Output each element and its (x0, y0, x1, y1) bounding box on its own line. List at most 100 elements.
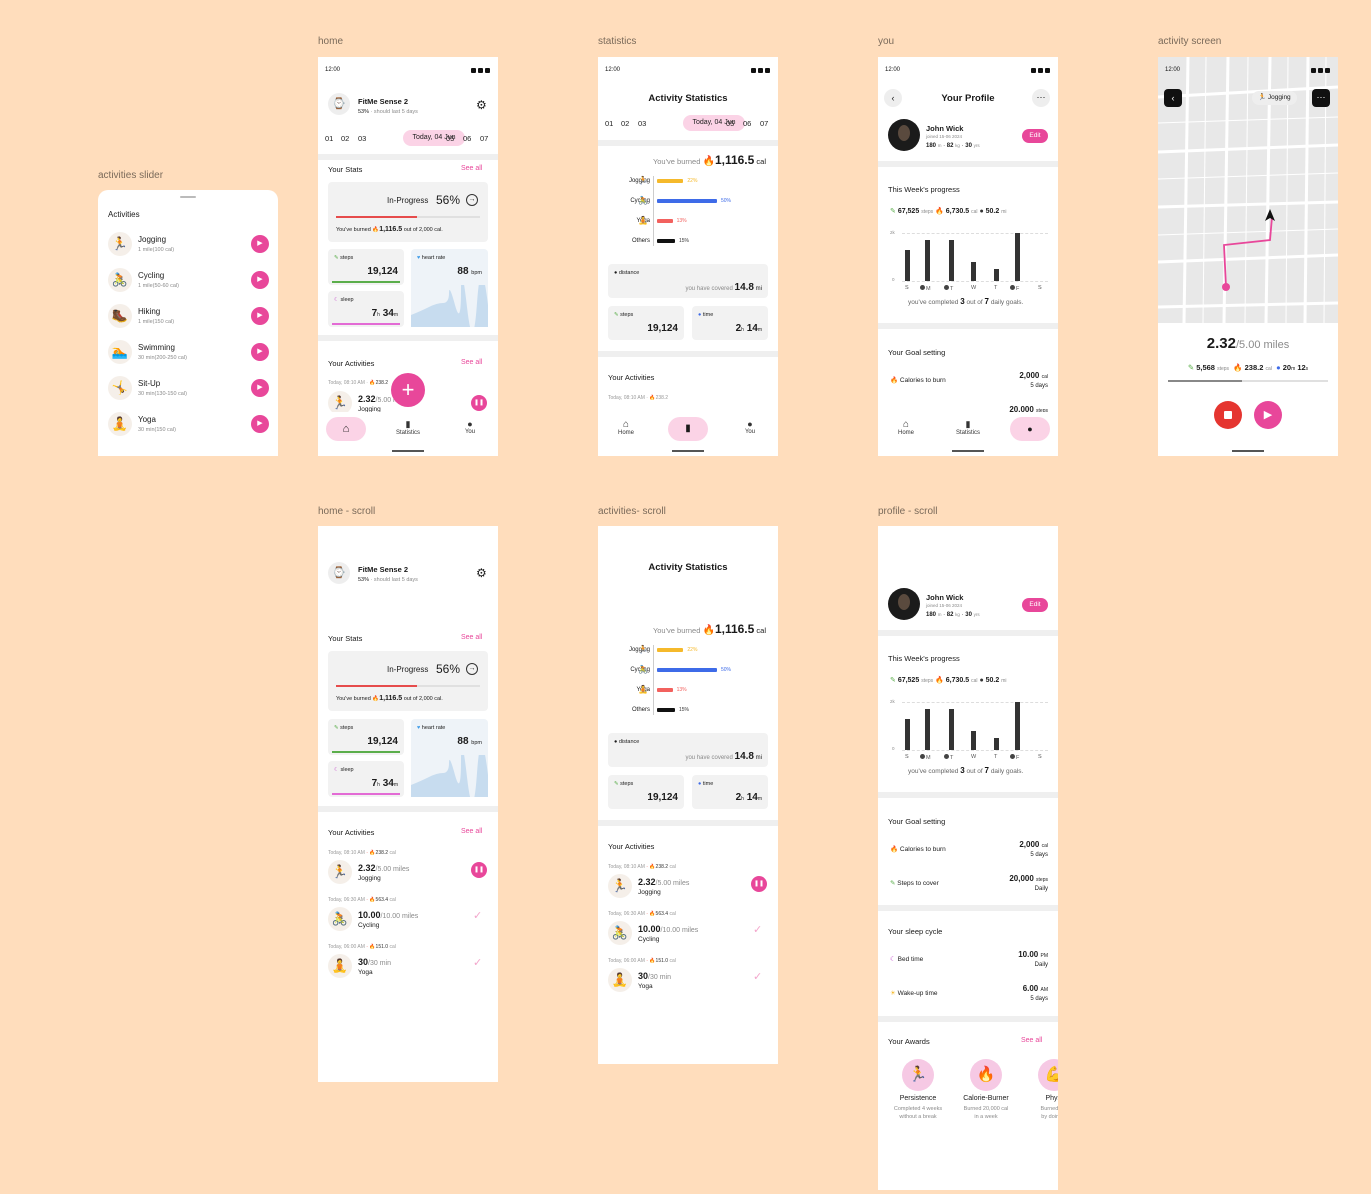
more-icon[interactable]: ⋯ (1032, 89, 1050, 107)
play-button[interactable]: ▶ (251, 343, 269, 361)
flame-icon: 🔥 (1233, 363, 1243, 372)
nav-you[interactable]: ● You (730, 419, 770, 435)
sleep-card[interactable]: ☾ sleep 7h 34m (328, 291, 404, 327)
nav-home[interactable]: ⌂ Home (606, 419, 646, 436)
route-map[interactable] (1158, 57, 1338, 323)
activities-see-all[interactable]: See all (461, 359, 483, 366)
award-badge-icon[interactable]: 💪 (1038, 1059, 1058, 1091)
date-item[interactable]: 02 (341, 134, 350, 143)
distance-value: 14.8 (734, 751, 754, 762)
stat-time-card[interactable]: ● time 2h 14m (692, 775, 768, 809)
stat-steps-card[interactable]: ✎ steps 19,124 (608, 775, 684, 809)
date-today[interactable]: Today, 04 Jun (403, 130, 465, 146)
date-item[interactable]: 06 (743, 119, 752, 128)
nav-stats-pill[interactable]: ▮ (668, 417, 708, 441)
back-icon[interactable]: ‹ (1164, 89, 1182, 107)
distance-label: distance (618, 739, 640, 745)
activities-see-all[interactable]: See all (461, 828, 483, 835)
play-button[interactable]: ▶ (251, 235, 269, 253)
date-item[interactable]: 05 (726, 119, 735, 128)
distance-card[interactable]: ● distance you have covered 14.8 mi (608, 733, 768, 767)
distance-card[interactable]: ● distance you have covered 14.8 mi (608, 264, 768, 298)
edit-button[interactable]: Edit (1022, 129, 1048, 143)
stat-steps-card[interactable]: ✎ steps 19,124 (608, 306, 684, 340)
play-button[interactable]: ▶ (251, 307, 269, 325)
drag-handle[interactable] (180, 196, 196, 198)
arrow-right-icon[interactable]: → (466, 194, 478, 206)
steps-value: 19,124 (647, 323, 678, 334)
date-item[interactable]: 02 (621, 119, 630, 128)
date-item[interactable]: 05 (446, 134, 455, 143)
edit-button[interactable]: Edit (1022, 598, 1048, 612)
gear-icon[interactable]: ⚙ (476, 98, 487, 112)
nav-you-pill[interactable]: ● (1010, 417, 1050, 441)
week-bar[interactable] (1015, 233, 1020, 281)
heart-rate-card[interactable]: ♥ heart rate 88 bpm (411, 719, 488, 797)
gear-icon[interactable]: ⚙ (476, 566, 487, 580)
stat-time-card[interactable]: ● time 2h 14m (692, 306, 768, 340)
date-item[interactable]: 06 (463, 134, 472, 143)
play-button[interactable]: ▶ (251, 379, 269, 397)
week-bar[interactable] (949, 709, 954, 750)
steps-card[interactable]: ✎ steps 19,124 (328, 719, 404, 755)
play-button[interactable]: ▶ (251, 271, 269, 289)
stats-see-all[interactable]: See all (461, 634, 483, 641)
more-icon[interactable]: ⋯ (1312, 89, 1330, 107)
pause-button[interactable]: ❚❚ (471, 862, 487, 878)
nav-you[interactable]: ● You (450, 419, 490, 435)
battery-note: · should last 5 days (370, 577, 418, 583)
week-bar[interactable] (949, 240, 954, 281)
stats-page-title: Activity Statistics (648, 562, 728, 573)
award-badge-icon[interactable]: 🏃 (902, 1059, 934, 1091)
progress-card[interactable]: In-Progress 56% → You've burned 🔥1,116.5… (328, 182, 488, 242)
week-bar[interactable] (905, 718, 910, 750)
check-icon (944, 285, 949, 290)
date-item[interactable]: 03 (638, 119, 647, 128)
play-button[interactable]: ▶ (251, 415, 269, 433)
add-activity-button[interactable]: + (391, 373, 425, 407)
date-item[interactable]: 01 (325, 134, 334, 143)
activity-total: /10.00 miles (660, 927, 699, 934)
bed-sub: Daily (1034, 962, 1048, 968)
week-bar[interactable] (994, 738, 999, 750)
award-desc: in a week (974, 1114, 998, 1120)
week-bar[interactable] (925, 709, 930, 750)
heart-rate-card[interactable]: ♥ heart rate 88 bpm (411, 249, 488, 327)
nav-stats[interactable]: ▮ Statistics (388, 419, 428, 436)
nav-stats[interactable]: ▮ Statistics (948, 419, 988, 436)
back-icon[interactable]: ‹ (884, 89, 902, 107)
play-button[interactable]: ▶ (1254, 401, 1282, 429)
week-bar[interactable] (994, 269, 999, 281)
week-bar[interactable] (905, 249, 910, 281)
nav-home-pill[interactable]: ⌂ (326, 417, 366, 441)
week-bar[interactable] (1015, 702, 1020, 750)
arrow-right-icon[interactable]: → (466, 663, 478, 675)
week-bar[interactable] (925, 240, 930, 281)
goals-done: 3 (960, 766, 965, 775)
steps-card[interactable]: ✎ steps 19,124 (328, 249, 404, 285)
activity-chip[interactable]: 🏃 Jogging (1252, 91, 1297, 105)
week-bar[interactable] (971, 730, 976, 750)
date-item[interactable]: 07 (480, 134, 489, 143)
award-badge-icon[interactable]: 🔥 (970, 1059, 1002, 1091)
week-bar[interactable] (971, 261, 976, 281)
sleep-card[interactable]: ☾ sleep 7h 34m (328, 761, 404, 797)
burned-prefix: You've burned (652, 157, 701, 166)
flame-icon: 🔥 (372, 696, 380, 702)
breakdown-label: Jogging (628, 647, 650, 653)
stop-button[interactable] (1214, 401, 1242, 429)
pause-button[interactable]: ❚❚ (471, 395, 487, 411)
progress-card[interactable]: In-Progress 56% → You've burned 🔥1,116.5… (328, 651, 488, 711)
date-item[interactable]: 03 (358, 134, 367, 143)
date-item[interactable]: 01 (605, 119, 614, 128)
activity-cal-unit: cal (389, 944, 396, 950)
breakdown-bar (657, 648, 684, 652)
nav-home[interactable]: ⌂ Home (886, 419, 926, 436)
stats-see-all[interactable]: See all (461, 165, 483, 172)
pause-button[interactable]: ❚❚ (751, 876, 767, 892)
date-item[interactable]: 07 (760, 119, 769, 128)
date-today[interactable]: Today, 04 Jun (683, 115, 745, 131)
awards-see-all[interactable]: See all (1021, 1037, 1043, 1044)
time-m-unit: m (757, 796, 762, 802)
breakdown-bar (657, 239, 675, 243)
